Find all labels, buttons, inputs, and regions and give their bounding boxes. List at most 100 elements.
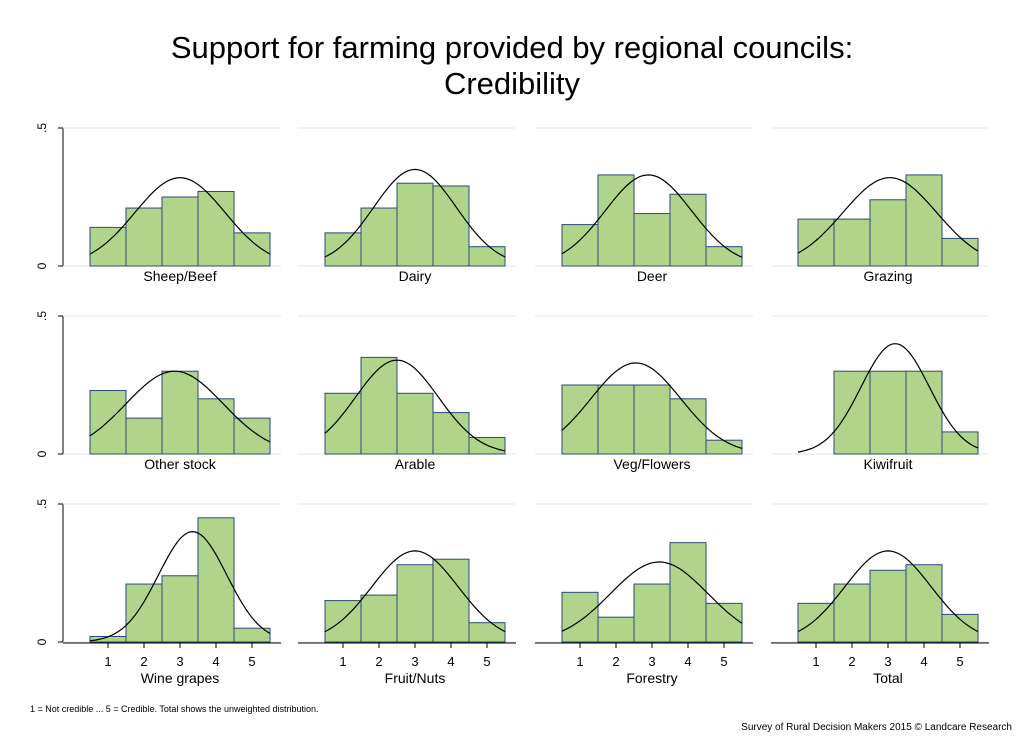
y-tick-label: .5 <box>35 123 49 133</box>
x-tick-label: 4 <box>447 654 454 669</box>
histogram-bar <box>89 226 127 267</box>
panel-label: Total <box>873 670 903 686</box>
x-tick-label: 1 <box>339 654 346 669</box>
histogram-bar <box>432 412 470 455</box>
histogram-bar <box>869 370 907 455</box>
histogram-bar <box>396 564 434 643</box>
panel-label: Arable <box>395 456 436 472</box>
histogram-bar <box>669 193 707 267</box>
chart-title-line-2: Credibility <box>443 66 581 101</box>
panel-label: Veg/Flowers <box>613 456 690 472</box>
histogram-bar <box>233 627 271 643</box>
histogram-bar <box>905 564 943 643</box>
histogram-bar <box>432 558 470 643</box>
x-tick-label: 2 <box>612 654 619 669</box>
histogram-bar <box>597 174 635 267</box>
density-curve <box>89 370 271 443</box>
x-tick-label: 1 <box>576 654 583 669</box>
density-curve <box>324 168 506 258</box>
density-curve <box>324 550 506 633</box>
x-tick-label: 4 <box>920 654 927 669</box>
density-curve <box>89 177 271 255</box>
x-tick-label: 3 <box>884 654 891 669</box>
histogram-bar <box>941 237 979 267</box>
x-tick-label: 2 <box>848 654 855 669</box>
histogram-bar <box>396 182 434 267</box>
histogram-bar <box>561 224 599 267</box>
chart-title: Support for farming provided by regional… <box>0 30 1024 102</box>
panel-label: Wine grapes <box>141 670 220 686</box>
histogram-bar <box>597 616 635 643</box>
histogram-bar <box>669 542 707 643</box>
density-curve <box>561 561 743 632</box>
density-curve <box>561 362 743 449</box>
y-tick-label: 0 <box>35 262 49 269</box>
histogram-bar <box>797 602 835 643</box>
x-tick-label: 5 <box>720 654 727 669</box>
histogram-bar <box>324 392 362 455</box>
y-tick-label: 0 <box>35 450 49 457</box>
density-curve <box>89 530 271 642</box>
y-tick-label: 0 <box>35 638 49 645</box>
histogram-bar <box>468 246 506 267</box>
y-tick-label: .5 <box>35 499 49 509</box>
histogram-bar <box>633 583 671 643</box>
histogram-bar <box>561 384 599 455</box>
histogram-bar <box>468 622 506 643</box>
density-curve <box>324 359 506 452</box>
x-tick-label: 5 <box>483 654 490 669</box>
x-tick-label: 3 <box>411 654 418 669</box>
x-tick-label: 3 <box>176 654 183 669</box>
histogram-bar <box>161 196 199 267</box>
panel-label: Forestry <box>626 670 677 686</box>
histogram-bar <box>432 185 470 267</box>
histogram-bar <box>360 594 398 643</box>
panel-label: Kiwifruit <box>863 456 912 472</box>
density-curve <box>797 343 979 453</box>
histogram-bar <box>633 384 671 455</box>
histogram-bar <box>197 190 235 267</box>
histogram-bar <box>233 232 271 267</box>
histogram-bar <box>869 199 907 267</box>
histogram-bar <box>597 384 635 455</box>
density-curve <box>561 174 743 258</box>
panel-label: Deer <box>637 268 668 284</box>
histogram-bar <box>797 218 835 267</box>
x-tick-label: 1 <box>812 654 819 669</box>
histogram-bar <box>705 246 743 267</box>
panel-label: Sheep/Beef <box>143 268 216 284</box>
x-tick-label: 3 <box>648 654 655 669</box>
x-tick-label: 5 <box>248 654 255 669</box>
panel-label: Dairy <box>399 268 432 284</box>
histogram-bar <box>197 398 235 455</box>
density-curve <box>797 177 979 254</box>
histogram-bar <box>324 232 362 267</box>
histogram-bar <box>125 207 163 267</box>
histogram-bar <box>233 417 271 455</box>
histogram-bar <box>833 218 871 267</box>
histogram-bar <box>941 431 979 455</box>
source-credit: Survey of Rural Decision Makers 2015 © L… <box>741 722 1012 733</box>
histogram-bar <box>161 370 199 455</box>
footnote: 1 = Not credible ... 5 = Credible. Total… <box>30 704 319 714</box>
panel-label: Grazing <box>863 268 912 284</box>
x-tick-label: 4 <box>684 654 691 669</box>
histogram-bar <box>161 575 199 643</box>
density-curve <box>797 550 979 633</box>
histogram-bar <box>396 392 434 455</box>
histogram-bar <box>869 569 907 643</box>
x-tick-label: 5 <box>956 654 963 669</box>
chart-title-line-1: Support for farming provided by regional… <box>170 30 854 65</box>
x-tick-label: 4 <box>212 654 219 669</box>
x-tick-label: 2 <box>375 654 382 669</box>
histogram-bar <box>125 583 163 643</box>
panel-label: Other stock <box>144 456 217 472</box>
y-tick-label: .5 <box>35 311 49 321</box>
histogram-bar <box>561 591 599 643</box>
histogram-bar <box>905 370 943 455</box>
histogram-bar <box>360 356 398 455</box>
x-tick-label: 2 <box>140 654 147 669</box>
histogram-bar <box>833 370 871 455</box>
histogram-bar <box>125 417 163 455</box>
